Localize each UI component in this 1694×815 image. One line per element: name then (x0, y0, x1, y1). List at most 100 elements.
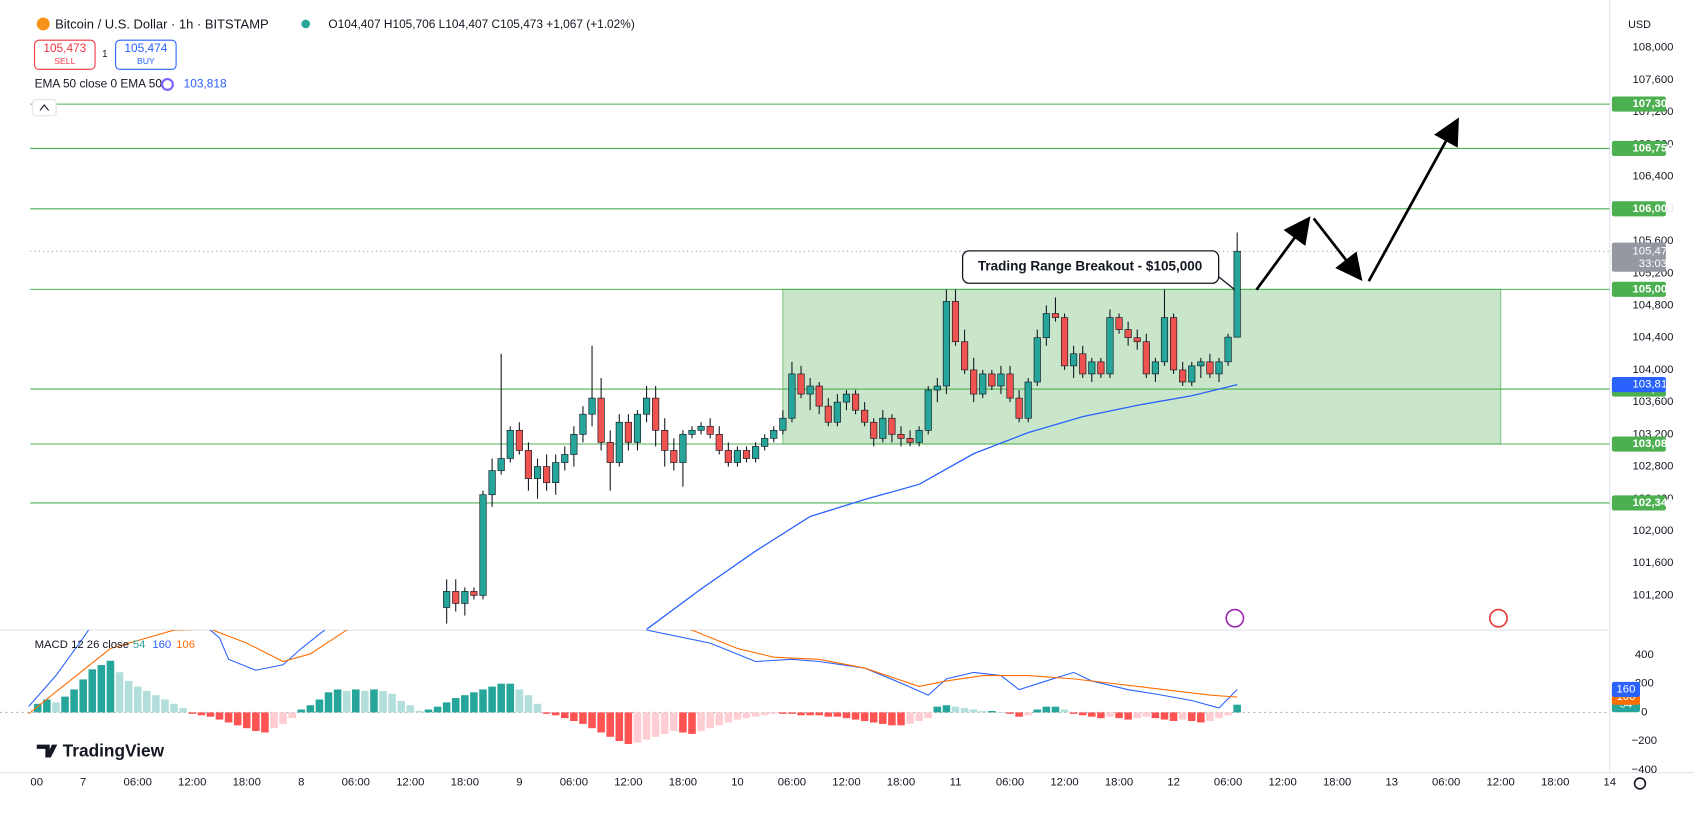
histogram-bar (561, 712, 569, 719)
y-tick-label: 103,200 (1632, 428, 1673, 440)
histogram-bar (442, 702, 451, 713)
buy-button[interactable] (115, 39, 177, 70)
candle-body (1160, 317, 1169, 363)
ema-legend: EMA 50 close 0 EMA 50 (35, 77, 163, 91)
ohlc: O104,407 H105,706 L104,407 C105,473 +1,0… (328, 17, 634, 31)
x-tick-label: 13 (1385, 776, 1398, 788)
candle-body (1106, 317, 1114, 375)
histogram-bar (869, 712, 878, 723)
brand: TradingView (63, 741, 165, 761)
candle-body (924, 389, 932, 431)
annotation-pointer (1218, 276, 1236, 291)
macd-line (28, 630, 1238, 709)
sell-button[interactable] (34, 39, 96, 70)
x-tick-label: 06:00 (342, 776, 370, 788)
candle-body (733, 450, 741, 463)
candle-body (1151, 361, 1159, 375)
histogram-bar (342, 690, 351, 713)
histogram-bar (224, 712, 233, 723)
histogram-bar (1133, 712, 1142, 719)
candle-body (861, 409, 869, 423)
countdown: 33:03 (1639, 258, 1667, 270)
buy-price: 105,474 (124, 41, 167, 55)
candle-body (1215, 361, 1223, 375)
settings-icon[interactable] (1633, 777, 1647, 790)
histogram-bar (297, 709, 306, 713)
histogram-bar (1160, 712, 1169, 720)
buy-label: BUY (137, 56, 155, 66)
candle-body (1051, 313, 1060, 318)
histogram-bar (70, 689, 78, 713)
histogram-bar (933, 706, 942, 713)
level-label-box (1611, 495, 1666, 511)
candle-body (897, 434, 905, 439)
histogram-bar (106, 660, 115, 713)
event-icon[interactable] (1489, 608, 1508, 628)
candle-body (506, 429, 514, 459)
histogram-bar (688, 712, 696, 734)
candle-body (497, 458, 505, 471)
histogram-bar (33, 703, 42, 713)
candle-body (470, 591, 478, 596)
collapse-button[interactable] (31, 99, 57, 117)
histogram-bar (188, 712, 197, 714)
histogram-bar (397, 700, 406, 713)
histogram-bar (533, 703, 542, 713)
histogram-bar (760, 712, 769, 716)
x-tick-label: 12:00 (1268, 776, 1296, 788)
candle-body (1124, 329, 1132, 339)
currency-button[interactable] (1615, 14, 1659, 34)
candle-body (561, 454, 569, 463)
histogram-bar (588, 712, 596, 729)
level-label-box (1611, 140, 1666, 156)
x-tick-label: 06:00 (778, 776, 806, 788)
histogram-bar (1051, 706, 1060, 713)
histogram-bar (415, 710, 424, 713)
histogram-bar (406, 705, 415, 713)
candle-body (951, 301, 960, 343)
candle-body (588, 397, 596, 415)
candle-body (579, 413, 587, 435)
candle-body (624, 421, 632, 443)
candle-body (615, 421, 623, 463)
histogram-bar (806, 712, 814, 716)
histogram-bar (1178, 712, 1187, 720)
histogram-bar (451, 698, 460, 713)
histogram-bar (842, 712, 851, 719)
candle-body (661, 429, 669, 451)
histogram-bar (542, 712, 551, 714)
signal-line (28, 630, 1238, 715)
ema-legend-value: 103,818 (184, 77, 227, 91)
y-tick-label: 102,000 (1632, 525, 1673, 537)
histogram-bar (324, 692, 333, 713)
histogram-bar (361, 690, 369, 713)
last-price-label: 105,473 (1632, 245, 1673, 257)
histogram-bar (215, 712, 224, 720)
candle-body (1070, 353, 1078, 367)
candle-body (942, 301, 950, 387)
candle-body (652, 397, 660, 431)
histogram-bar (978, 710, 987, 713)
histogram-bar (388, 693, 396, 713)
histogram-bar (270, 712, 278, 729)
x-tick-label: 18:00 (233, 776, 261, 788)
histogram-bar (1215, 712, 1223, 719)
histogram-bar (797, 712, 805, 716)
histogram-bar (61, 696, 69, 713)
histogram-bar (124, 680, 133, 713)
histogram-bar (170, 703, 178, 713)
x-tick-label: 06:00 (1214, 776, 1242, 788)
y-tick-label: 101,200 (1632, 589, 1673, 601)
symbol-title: Bitcoin / U.S. Dollar · 1h · BITSTAMP (55, 16, 269, 31)
currency: USD (1628, 19, 1651, 31)
histogram-bar (660, 712, 669, 734)
candle-body (1170, 317, 1178, 371)
candle-body (1006, 373, 1014, 399)
sell-price: 105,473 (43, 41, 86, 55)
event-icon[interactable] (1225, 608, 1245, 628)
histogram-bar (915, 712, 923, 722)
histogram-bar (1078, 712, 1087, 716)
candle-body (824, 405, 832, 423)
candle-body (1179, 369, 1187, 383)
histogram-bar (379, 690, 387, 713)
